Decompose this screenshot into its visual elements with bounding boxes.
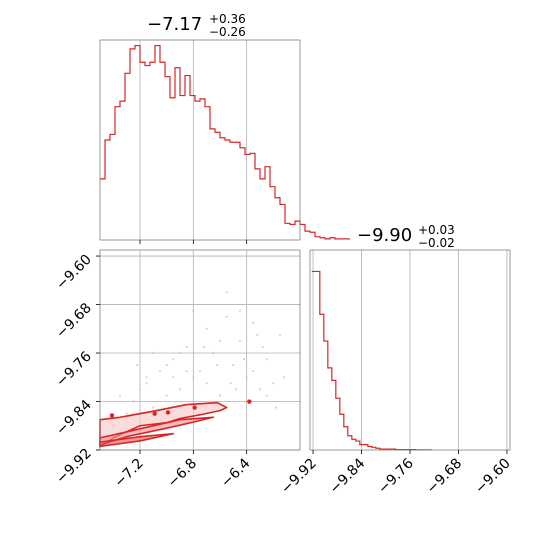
scatter-point (242, 357, 246, 361)
scatter-point (252, 321, 255, 324)
hist-br-title-sub: −0.02 (418, 236, 455, 250)
scatter-point (265, 394, 268, 397)
scatter-point (256, 333, 259, 336)
contour-y-tick-label: −9.76 (53, 348, 95, 390)
hist-panel-top-left: −7.17 +0.36 −0.26 (99, 12, 350, 244)
scatter-point (218, 394, 222, 397)
scatter-point (261, 345, 264, 349)
contour-scatter (112, 291, 286, 427)
scatter-point (185, 345, 188, 349)
scatter-point (202, 345, 206, 349)
contour-isolated-point (192, 405, 197, 410)
hist-br-x-tick-label: −9.92 (278, 456, 320, 498)
contour-level-2 (99, 416, 215, 446)
contour-points (109, 399, 252, 418)
scatter-point (258, 388, 262, 391)
scatter-point (185, 370, 188, 373)
scatter-point (165, 394, 168, 397)
hist-tl-title-main: −7.17 (147, 14, 202, 35)
contour-isolated-point (247, 399, 252, 404)
scatter-point (252, 370, 255, 373)
contour-x-tick-label: −7.2 (111, 456, 146, 491)
scatter-point (205, 327, 208, 330)
hist-br-title-sup: +0.03 (418, 223, 455, 237)
scatter-point (118, 394, 122, 397)
scatter-point (192, 309, 195, 312)
scatter-point (225, 291, 228, 294)
scatter-point (158, 370, 162, 373)
scatter-point (245, 376, 248, 379)
hist-tl-title: −7.17 (147, 14, 202, 35)
scatter-point (232, 364, 235, 367)
hist-br-title: −9.90 (357, 225, 412, 246)
scatter-point (136, 364, 139, 367)
scatter-point (212, 351, 215, 355)
scatter-point (208, 400, 211, 403)
scatter-point (274, 406, 278, 409)
hist-tl-title-sup: +0.36 (209, 12, 246, 26)
scatter-point (178, 351, 182, 355)
scatter-point (272, 382, 275, 385)
hist-panel-bottom-right: −9.92 −9.84 −9.76 −9.68 −9.60 −9.90 +0.03 −0… (278, 223, 514, 497)
hist-tl-steps (100, 44, 350, 240)
contour-ticks: −7.2 −6.8 −6.4 −9.60 −9.68 −9.76 −9.84 −9.92 (53, 252, 253, 491)
contour-y-tick-label: −9.92 (53, 446, 95, 488)
scatter-point (138, 388, 142, 391)
scatter-point (225, 315, 228, 318)
scatter-point (165, 364, 168, 367)
scatter-point (145, 382, 148, 385)
scatter-point (178, 388, 182, 391)
scatter-point (278, 333, 282, 336)
hist-br-x-tick-label: −9.84 (327, 455, 369, 497)
scatter-point (238, 309, 242, 312)
scatter-point (216, 364, 219, 367)
hist-tl-ticks (139, 240, 248, 244)
contour-fill (99, 401, 228, 448)
contour-isolated-point (165, 410, 171, 415)
hist-br-ticks: −9.92 −9.84 −9.76 −9.68 −9.60 (278, 450, 514, 497)
hist-br-title-main: −9.90 (357, 225, 412, 246)
contour-x-tick-label: −6.4 (218, 455, 253, 490)
scatter-point (234, 388, 238, 391)
scatter-point (132, 400, 135, 403)
scatter-point (125, 412, 128, 415)
contour-isolated-point (109, 413, 115, 418)
scatter-point (218, 339, 222, 343)
scatter-point (238, 339, 242, 343)
scatter-point (172, 376, 175, 379)
hist-br-x-tick-label: −9.68 (424, 456, 466, 498)
hist-tl-title-sub: −0.26 (209, 25, 246, 39)
scatter-point (145, 376, 148, 379)
hist-br-x-tick-label: −9.76 (375, 455, 417, 497)
scatter-point (152, 406, 155, 409)
contour-isolated-point (152, 411, 157, 416)
hist-br-x-tick-label: −9.60 (472, 456, 514, 498)
hist-tl-frame (99, 39, 301, 241)
contour-x-tick-label: −6.8 (165, 456, 200, 491)
contour-panel-bottom-left: −7.2 −6.8 −6.4 −9.60 −9.68 −9.76 −9.84 −9.92 (53, 249, 301, 491)
contour-level-1 (99, 401, 228, 448)
scatter-point (152, 351, 155, 355)
scatter-point (205, 382, 208, 385)
hist-br-grid (312, 250, 508, 450)
scatter-point (282, 376, 286, 379)
contour-frame (99, 249, 301, 451)
scatter-point (172, 357, 175, 361)
contour-y-tick-label: −9.68 (53, 300, 95, 342)
scatter-point (265, 357, 268, 361)
contour-y-tick-label: −9.60 (53, 252, 95, 294)
contour-y-tick-label: −9.84 (53, 397, 95, 439)
scatter-point (198, 370, 202, 373)
hist-br-steps (311, 270, 432, 451)
scatter-point (229, 382, 232, 385)
scatter-point (192, 376, 195, 379)
hist-tl-grid (139, 40, 248, 240)
